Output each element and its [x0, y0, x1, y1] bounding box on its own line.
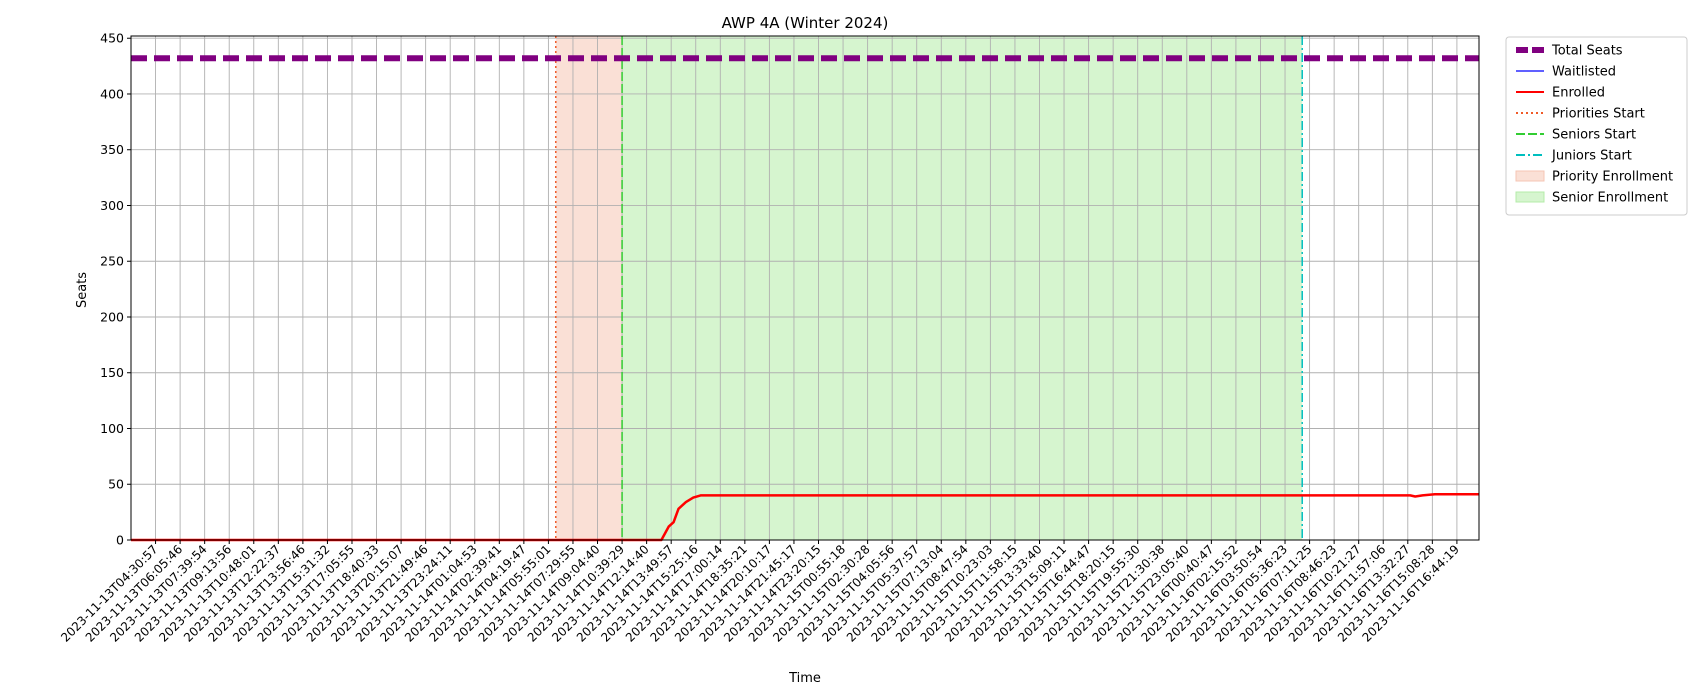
- y-tick-label: 300: [100, 198, 124, 213]
- y-tick-label: 350: [100, 142, 124, 157]
- span-senior-enrollment: [622, 36, 1303, 540]
- span-priority-enrollment: [555, 36, 623, 540]
- legend-label-total-seats: Total Seats: [1551, 44, 1623, 59]
- legend-label-senior-enrollment: Senior Enrollment: [1552, 191, 1668, 206]
- legend-swatch-senior-enrollment: [1515, 191, 1545, 203]
- y-tick-label: 100: [100, 421, 124, 436]
- legend: Total Seats Waitlisted Enrolled Priorities …: [1505, 36, 1688, 216]
- legend-label-priorities-start: Priorities Start: [1552, 107, 1645, 122]
- legend-label-priority-enrollment: Priority Enrollment: [1552, 170, 1673, 185]
- y-tick-label: 0: [116, 533, 124, 548]
- y-axis-label: Seats: [75, 272, 90, 308]
- legend-box: [1505, 36, 1688, 216]
- legend-swatch-priority-enrollment: [1515, 170, 1545, 182]
- legend-label-waitlisted: Waitlisted: [1552, 65, 1616, 80]
- chart-title: AWP 4A (Winter 2024): [722, 14, 889, 32]
- legend-label-enrolled: Enrolled: [1552, 86, 1605, 101]
- y-tick-label: 50: [108, 477, 124, 492]
- series-enrolled: [131, 493, 1479, 542]
- plot-area: 0501001502002503003504004502023-11-13T04…: [58, 31, 1480, 645]
- x-axis-label: Time: [788, 671, 821, 686]
- y-tick-label: 150: [100, 365, 124, 380]
- y-tick-label: 450: [100, 31, 124, 46]
- axes-frame: [130, 35, 1480, 541]
- y-tick-label: 250: [100, 254, 124, 269]
- y-tick-label: 200: [100, 309, 124, 324]
- legend-label-juniors-start: Juniors Start: [1551, 149, 1632, 164]
- legend-label-seniors-start: Seniors Start: [1552, 128, 1636, 143]
- y-tick-label: 400: [100, 86, 124, 101]
